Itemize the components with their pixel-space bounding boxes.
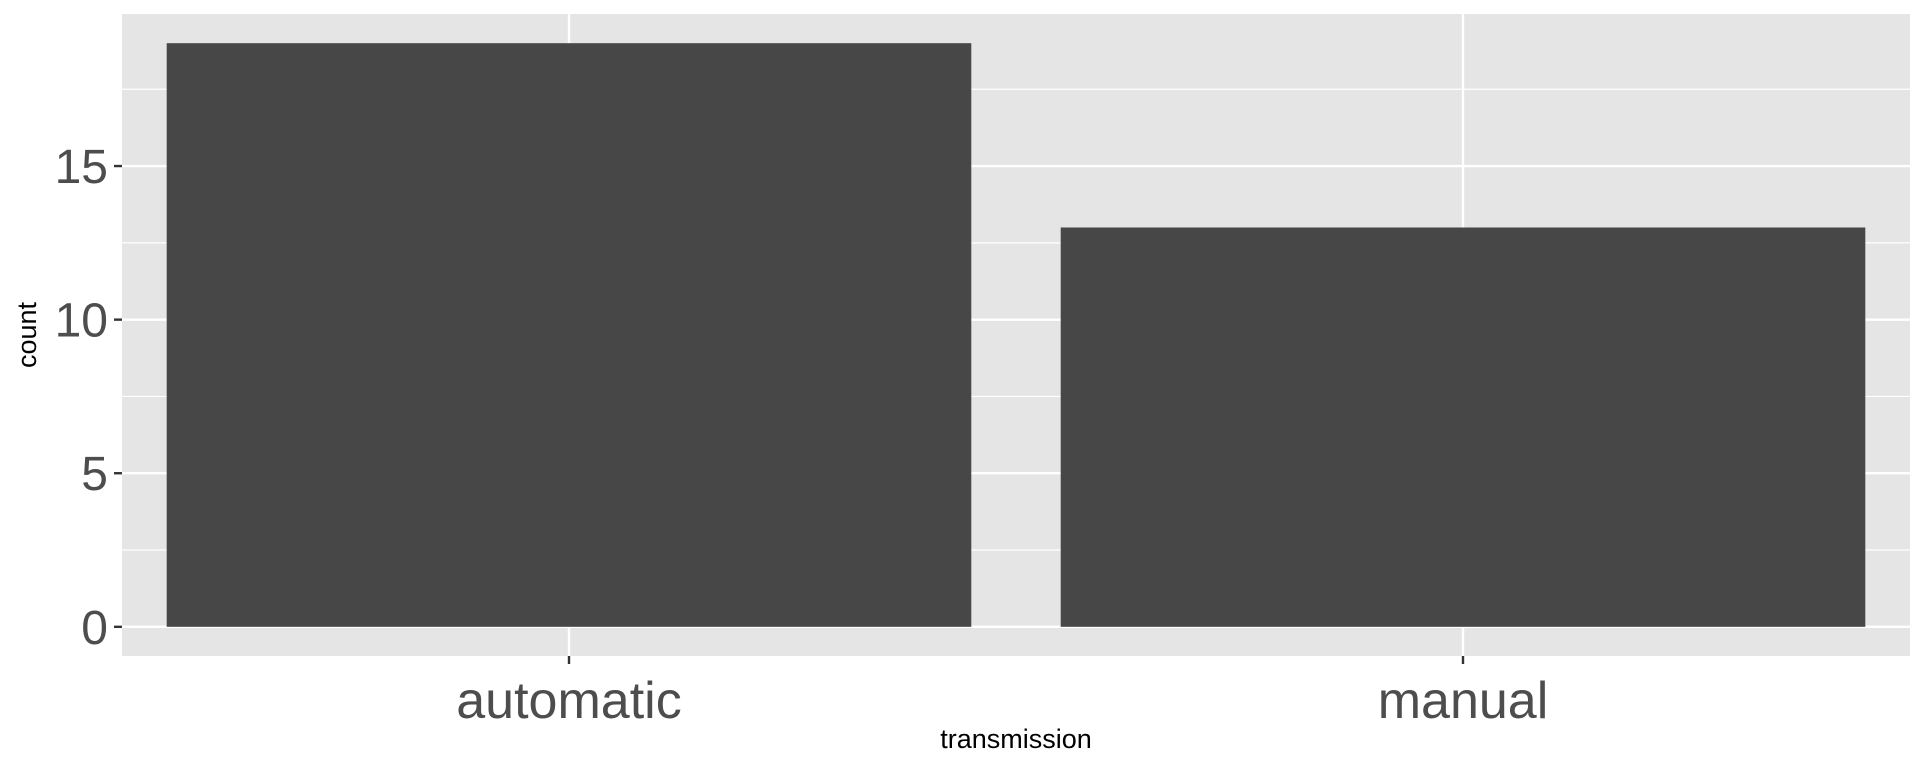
y-tick-label: 10 <box>55 295 108 348</box>
y-axis: 0 5 10 15 <box>55 141 122 655</box>
y-tick-label: 0 <box>81 602 108 655</box>
bar-automatic <box>166 43 972 627</box>
x-tick-label-manual: manual <box>1378 672 1549 730</box>
x-axis: automatic manual <box>456 656 1548 730</box>
y-tick-label: 15 <box>55 141 108 194</box>
x-axis-title: transmission <box>940 724 1092 754</box>
bar-manual <box>1060 227 1866 627</box>
y-tick-label: 5 <box>81 448 108 501</box>
x-tick-label-automatic: automatic <box>456 672 681 730</box>
y-axis-title: count <box>12 301 42 368</box>
bars <box>166 43 1866 627</box>
